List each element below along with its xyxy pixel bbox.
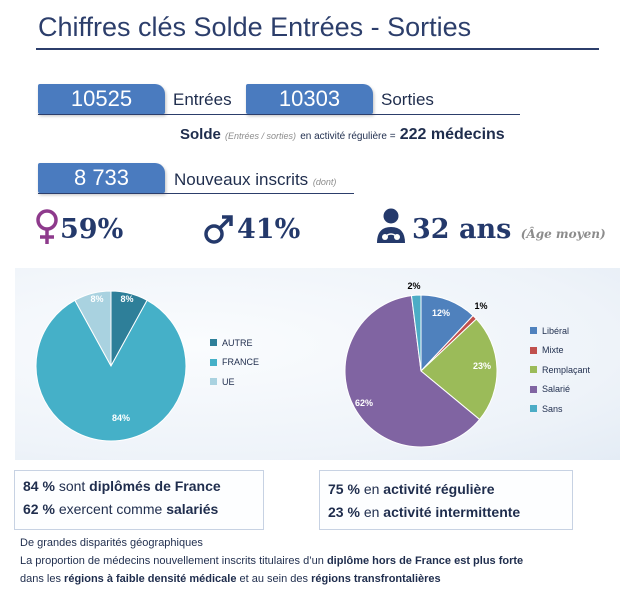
female-symbol-icon: [36, 209, 58, 244]
age-value: 32 ans: [412, 214, 512, 245]
entrees-value-box: 10525: [38, 84, 165, 114]
info-line-reguliere: 75 % en activité régulière: [328, 481, 495, 497]
age-kpi: 32 ans (Âge moyen): [412, 214, 606, 245]
entrees-label: Entrées: [173, 90, 232, 109]
nouveaux-note: (dont): [312, 177, 337, 187]
info-text: sont: [58, 478, 86, 494]
age-note: (Âge moyen): [520, 227, 606, 241]
title-underline: [36, 48, 599, 50]
female-percent: 59%: [60, 214, 124, 245]
info-value: 62 %: [23, 501, 55, 517]
legend-item-remplacant: Remplaçant: [530, 360, 590, 380]
pie-slice-remplaçant: [420, 318, 498, 421]
data-label: 2%: [407, 281, 420, 291]
data-label: 84%: [112, 413, 130, 423]
info-box-diplomes: 84 % sont diplômés de France 62 % exerce…: [14, 470, 264, 530]
legend-activite: Libéral Mixte Remplaçant Salarié Sans: [530, 321, 590, 419]
info-line-salaries: 62 % exercent comme salariés: [23, 501, 218, 517]
legend-item-autre: AUTRE: [210, 333, 259, 353]
male-symbol-icon: [204, 215, 233, 244]
footer-line-3: dans les régions à faible densité médica…: [20, 573, 441, 585]
pie-slice-salarié: [344, 295, 481, 448]
footer-text: dans les: [20, 573, 61, 585]
nouveaux-label-line: Nouveaux inscrits (dont): [174, 170, 336, 190]
solde-sub: (Entrées / sorties): [225, 131, 297, 141]
data-label: 62%: [355, 398, 373, 408]
legend-label: Remplaçant: [542, 364, 591, 375]
info-value: 23 %: [328, 504, 360, 520]
legend-item-france: FRANCE: [210, 353, 259, 373]
doctor-icon: [377, 208, 405, 243]
page-title: Chiffres clés Solde Entrées - Sorties: [38, 12, 472, 42]
data-label: 8%: [90, 294, 103, 304]
legend-swatch: [210, 378, 217, 386]
legend-label: UE: [222, 376, 235, 387]
info-box-activite: 75 % en activité régulière 23 % en activ…: [319, 470, 573, 530]
legend-swatch: [530, 366, 537, 374]
pie-slice-ue: [74, 290, 112, 367]
info-highlight: diplômés de France: [89, 478, 221, 494]
data-label: 1%: [474, 301, 487, 311]
legend-swatch: [530, 385, 537, 393]
legend-label: AUTRE: [222, 337, 253, 348]
legend-item-liberal: Libéral: [530, 321, 590, 341]
legend-label: FRANCE: [222, 357, 260, 368]
info-highlight: salariés: [166, 501, 219, 517]
footer-text: et au sein des: [239, 573, 309, 585]
nouveaux-label: Nouveaux inscrits: [174, 170, 309, 189]
legend-swatch: [210, 358, 217, 366]
info-highlight: activité régulière: [383, 481, 495, 497]
legend-item-mixte: Mixte: [530, 341, 590, 361]
data-label: 8%: [120, 294, 133, 304]
legend-label: Sans: [542, 403, 563, 414]
solde-label: Solde: [180, 126, 221, 143]
data-label: 23%: [473, 361, 491, 371]
footer-highlight: diplôme hors de France est plus forte: [326, 555, 524, 567]
footer-highlight: régions transfrontalières: [311, 573, 441, 585]
legend-item-sans: Sans: [530, 399, 590, 419]
nouveaux-value-box: 8 733: [38, 163, 165, 193]
pie-slice-france: [35, 299, 187, 442]
info-text: exercent comme: [58, 501, 163, 517]
legend-swatch: [530, 405, 537, 413]
legend-origine: AUTRE FRANCE UE: [210, 333, 259, 392]
footer-text: La proportion de médecins nouvellement i…: [20, 555, 324, 567]
nouveaux-rule: [38, 193, 354, 194]
pie-slice-sans: [410, 294, 422, 372]
footer-highlight: régions à faible densité médicale: [64, 573, 237, 585]
legend-item-salarie: Salarié: [530, 380, 590, 400]
solde-value: 222 médecins: [399, 126, 505, 143]
legend-label: Mixte: [542, 345, 564, 356]
solde-line: Solde (Entrées / sorties) en activité ré…: [180, 126, 505, 144]
legend-swatch: [210, 339, 217, 347]
legend-swatch: [530, 327, 537, 335]
sorties-label: Sorties: [381, 90, 434, 109]
stats-rule: [38, 114, 520, 115]
data-label: 12%: [432, 308, 450, 318]
sorties-value-box: 10303: [246, 84, 373, 114]
info-text: en: [363, 481, 380, 497]
footer-heading: De grandes disparités géographiques: [20, 537, 203, 549]
info-line-intermittente: 23 % en activité intermittente: [328, 504, 520, 520]
info-line-diplomes: 84 % sont diplômés de France: [23, 478, 221, 494]
legend-item-ue: UE: [210, 372, 259, 392]
info-highlight: activité intermittente: [383, 504, 521, 520]
footer-line-2: La proportion de médecins nouvellement i…: [20, 555, 523, 567]
info-text: en: [363, 504, 380, 520]
male-percent: 41%: [237, 214, 301, 245]
info-value: 75 %: [328, 481, 360, 497]
solde-middle: en activité régulière =: [300, 131, 396, 142]
legend-label: Libéral: [542, 325, 570, 336]
legend-swatch: [530, 346, 537, 354]
info-value: 84 %: [23, 478, 55, 494]
legend-label: Salarié: [542, 384, 571, 395]
